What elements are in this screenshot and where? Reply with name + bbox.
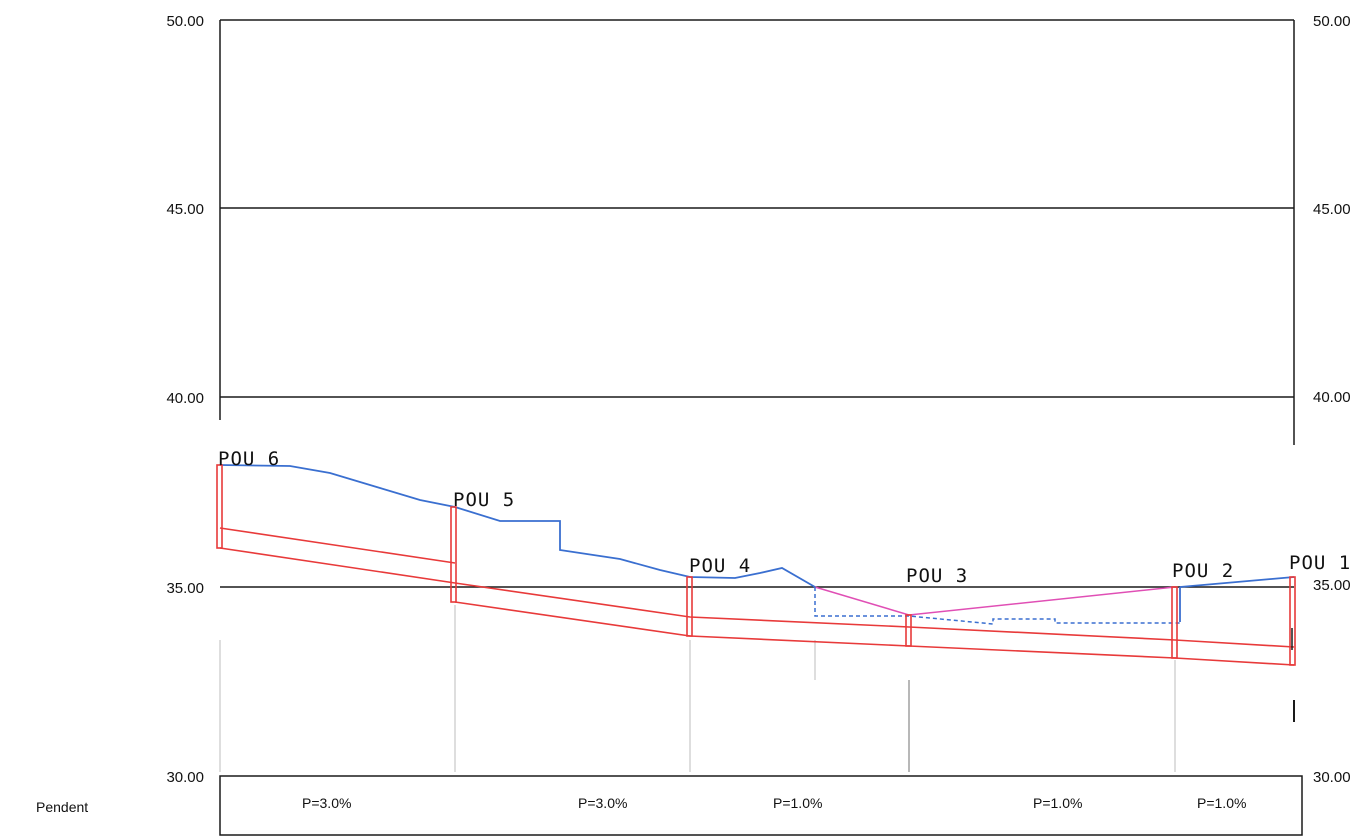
right-tick-label: 40.00 [1313,389,1351,406]
terrain-dashed-line [814,587,1180,625]
pipe-invert [454,601,1295,666]
right-tick-label: 30.00 [1313,769,1351,786]
manhole-pou-4 [686,576,693,637]
right-tick-label: 50.00 [1313,13,1351,30]
slope-value: P=1.0% [1197,795,1246,811]
manhole-label-pou-3: POU 3 [906,565,968,587]
right-elevation-axis: 50.00 45.00 40.00 35.00 30.00 [1313,13,1351,786]
pipe [219,527,1295,666]
left-tick-label: 35.00 [166,580,204,597]
left-elevation-axis: 50.00 45.00 40.00 35.00 30.00 [166,13,204,786]
terrain-line [1179,576,1295,588]
slope-value: P=3.0% [302,795,351,811]
left-tick-label: 30.00 [166,769,204,786]
manhole-label-pou-2: POU 2 [1172,560,1234,582]
manhole-pou-6 [216,464,223,549]
pipe-invert [219,547,456,584]
manhole-label-pou-5: POU 5 [453,489,515,511]
right-tick-label: 45.00 [1313,201,1351,218]
slope-value: P=1.0% [1033,795,1082,811]
right-tick-label: 35.00 [1313,577,1351,594]
manhole-pou-5 [450,506,457,603]
left-tick-label: 45.00 [166,201,204,218]
left-tick-label: 50.00 [166,13,204,30]
slope-row-label: Pendent [36,799,88,815]
left-tick-label: 40.00 [166,390,204,407]
manhole-label-pou-1: POU 1 [1289,552,1351,574]
manholes [216,464,1296,666]
slope-value: P=1.0% [773,795,822,811]
pipe-crown [219,527,456,564]
station-guides [219,605,1295,772]
slope-value: P=3.0% [578,795,627,811]
manhole-label-pou-6: POU 6 [218,448,280,470]
pipe-crown [454,582,1295,648]
manhole-label-pou-4: POU 4 [689,555,751,577]
profile-frame [219,19,1295,588]
manhole-pou-3 [905,614,912,647]
projected-terrain-line [814,586,1176,616]
slope-row: Pendent P=3.0% P=3.0% P=1.0% P=1.0% P=1.… [36,775,1303,836]
manhole-pou-1 [1289,576,1296,666]
terrain-line [219,464,816,588]
slope-row-box [219,775,1303,836]
manhole-pou-2 [1171,586,1178,659]
manhole-labels: POU 6 POU 5 POU 4 POU 3 POU 2 POU 1 [218,448,1351,587]
